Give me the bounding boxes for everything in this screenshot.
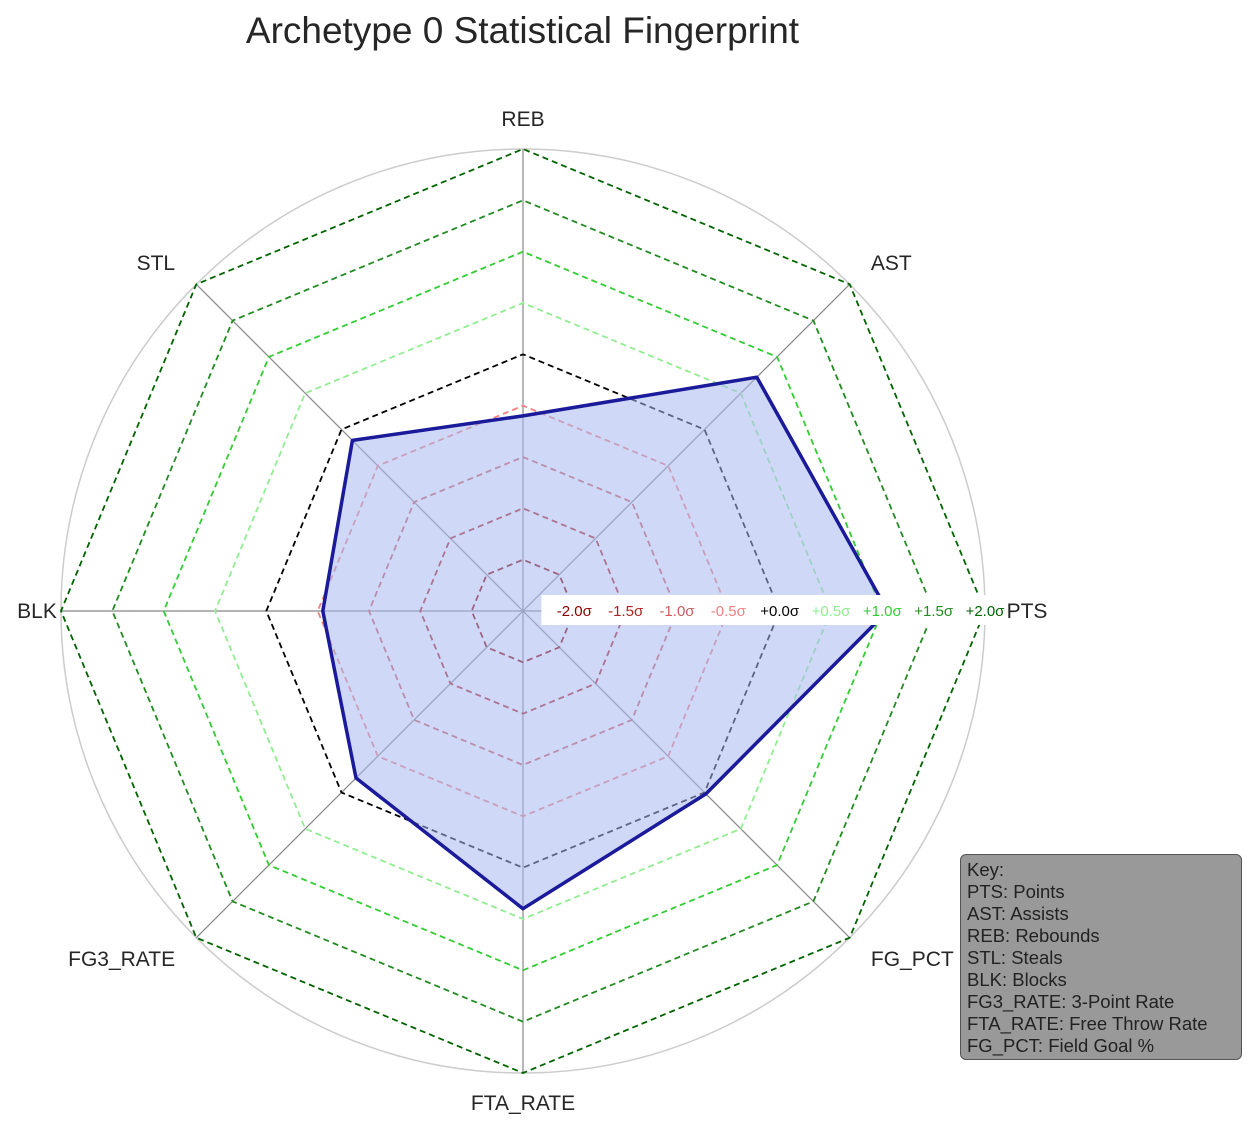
axis-label-fg_pct: FG_PCT bbox=[871, 948, 954, 971]
series-fill bbox=[322, 377, 888, 909]
key-entry: FTA_RATE: Free Throw Rate bbox=[967, 1013, 1208, 1034]
data-point-fg_pct bbox=[704, 792, 708, 796]
data-point-blk bbox=[321, 609, 325, 613]
axis-label-ast: AST bbox=[871, 252, 912, 275]
ring-label: -1.0σ bbox=[659, 603, 695, 620]
key-entry: FG_PCT: Field Goal % bbox=[967, 1035, 1155, 1056]
axis-label-stl: STL bbox=[137, 252, 176, 275]
axis-label-pts: PTS bbox=[1007, 600, 1048, 623]
grid-ring bbox=[111, 199, 935, 1023]
ring-label: +2.0σ bbox=[966, 603, 1006, 620]
ring-label: -2.0σ bbox=[557, 603, 593, 620]
data-point-fg3_rate bbox=[354, 776, 358, 780]
grid-ring bbox=[60, 148, 986, 1074]
key-entry: PTS: Points bbox=[967, 881, 1065, 902]
key-entry: FG3_RATE: 3-Point Rate bbox=[967, 991, 1175, 1012]
key-title: Key: bbox=[967, 859, 1005, 880]
ring-label-band bbox=[541, 595, 1009, 625]
ring-label: +1.5σ bbox=[914, 603, 954, 620]
ring-label: -0.5σ bbox=[711, 603, 747, 620]
key-entry: REB: Rebounds bbox=[967, 925, 1100, 946]
data-point-fta_rate bbox=[521, 907, 525, 911]
grid-ring bbox=[214, 302, 832, 920]
data-point-stl bbox=[350, 438, 354, 442]
grid-ring bbox=[162, 250, 884, 972]
chart-title: Archetype 0 Statistical Fingerprint bbox=[245, 10, 800, 51]
key-entry: BLK: Blocks bbox=[967, 969, 1067, 990]
data-point-reb bbox=[521, 414, 525, 418]
key-legend: Key: PTS: Points AST: Assists REB: Rebou… bbox=[960, 854, 1242, 1060]
axis-label-reb: REB bbox=[501, 108, 544, 131]
ring-label: +1.0σ bbox=[863, 603, 903, 620]
ring-label: +0.5σ bbox=[812, 603, 852, 620]
ring-label: +0.0σ bbox=[760, 603, 800, 620]
axis-label-fg3_rate: FG3_RATE bbox=[68, 948, 175, 971]
data-point-ast bbox=[755, 375, 759, 379]
key-entry: AST: Assists bbox=[967, 903, 1069, 924]
axis-label-fta_rate: FTA_RATE bbox=[471, 1092, 575, 1115]
key-entry: STL: Steals bbox=[967, 947, 1063, 968]
axis-label-blk: BLK bbox=[17, 600, 57, 623]
ring-label: -1.5σ bbox=[608, 603, 644, 620]
